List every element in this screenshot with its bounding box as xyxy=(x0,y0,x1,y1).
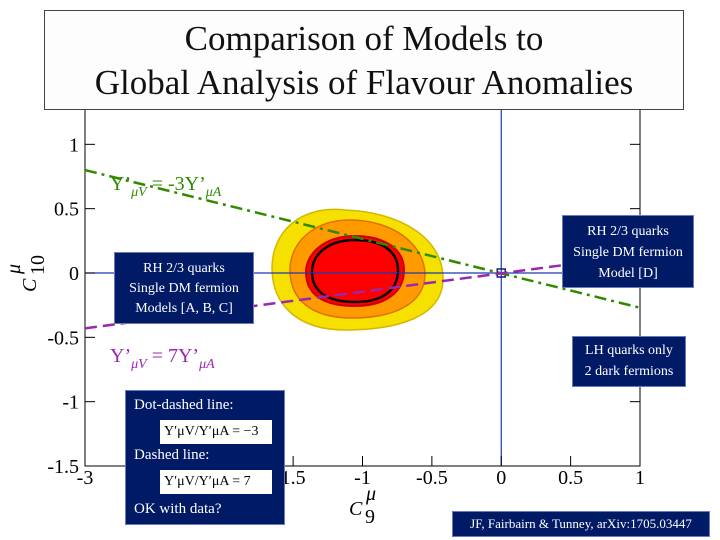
dashed-line-label: Y’μV = 7Y’μA xyxy=(110,345,215,372)
legend-dashed-label: Dashed line: xyxy=(134,447,210,463)
dotdash-line-label: Y’μV = -3Y’μA xyxy=(110,173,222,200)
y-tick-label: 0 xyxy=(69,263,79,285)
legend-dotdash-label: Dot-dashed line: xyxy=(134,397,234,413)
dotdash-line xyxy=(84,168,641,309)
title-line-1: Comparison of Models to xyxy=(184,19,544,58)
annotation-lh-line-1: LH quarks only xyxy=(585,343,673,358)
y-axis-label: C xyxy=(19,278,41,292)
annotation-lh-line-2: 2 dark fermions xyxy=(584,364,674,379)
annotation-right-line-3: Model [D] xyxy=(598,266,658,281)
y-tick-label: 1 xyxy=(69,134,79,156)
annotation-right-line-2: Single DM fermion xyxy=(573,245,683,260)
x-axis-label: C xyxy=(349,498,363,520)
x-tick-label: 0.5 xyxy=(558,467,583,489)
y-axis-label-group: C 10μ xyxy=(3,255,49,292)
annotation-rh-models-abc: RH 2/3 quarks Single DM fermion Models [… xyxy=(114,252,254,324)
annotation-left-line-3: Models [A, B, C] xyxy=(135,301,233,316)
annotation-lh-quarks: LH quarks only 2 dark fermions xyxy=(572,336,686,387)
legend-dotdash-formula: Y′μV/Y′μA = −3 xyxy=(160,420,272,444)
annotation-left-line-2: Single DM fermion xyxy=(129,281,239,296)
title-box: Comparison of Models to Global Analysis … xyxy=(44,10,684,110)
annotation-left-line-1: RH 2/3 quarks xyxy=(143,261,225,276)
legend-dashed-formula: Y′μV/Y′μA = 7 xyxy=(160,470,272,494)
best-fit-contour-outline xyxy=(310,238,400,304)
legend-box: Dot-dashed line: Y′μV/Y′μA = −3 Dashed l… xyxy=(125,390,285,525)
y-tick-label: -1 xyxy=(62,392,79,414)
citation-box: JF, Fairbairn & Tunney, arXiv:1705.03447 xyxy=(452,511,710,537)
x-tick-label: -1 xyxy=(354,467,371,489)
y-tick-label: -1.5 xyxy=(47,456,79,478)
title-line-2: Global Analysis of Flavour Anomalies xyxy=(94,63,634,102)
x-tick-label: 0 xyxy=(496,467,506,489)
x-tick-label: 1.5 xyxy=(281,467,306,489)
x-tick-label: 1 xyxy=(635,467,645,489)
x-axis-label-sub: 9 xyxy=(365,506,375,528)
y-axis-label-sub: 10 xyxy=(27,255,49,275)
y-tick-label: 0.5 xyxy=(54,199,79,221)
x-tick-label: -3 xyxy=(77,467,94,489)
x-axis-label-sup: μ xyxy=(365,483,376,505)
annotation-right-line-1: RH 2/3 quarks xyxy=(587,224,669,239)
annotation-rh-model-d: RH 2/3 quarks Single DM fermion Model [D… xyxy=(562,215,694,288)
y-tick-label: -0.5 xyxy=(47,327,79,349)
legend-question: OK with data? xyxy=(134,501,222,517)
x-tick-label: -0.5 xyxy=(416,467,448,489)
y-axis-label-sup: μ xyxy=(3,264,25,275)
